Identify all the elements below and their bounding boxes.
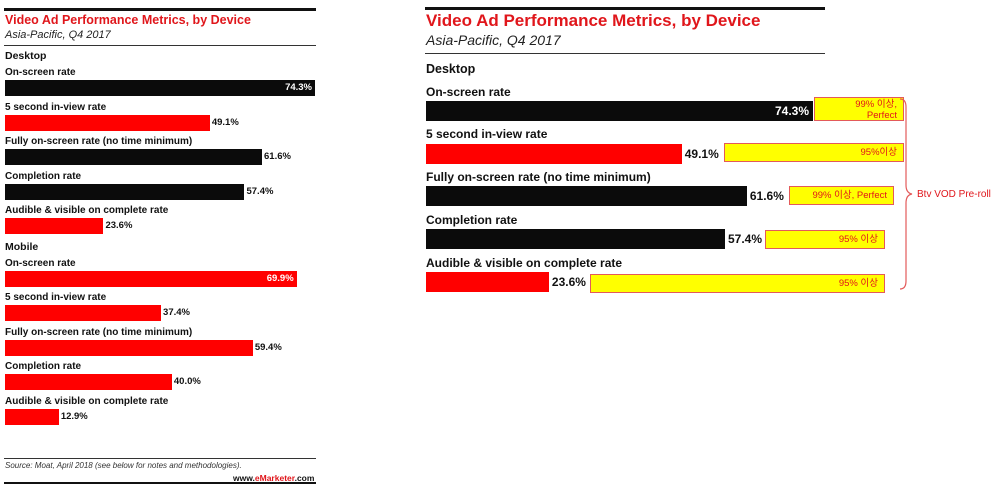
bar (5, 80, 315, 96)
target-text: Perfect (866, 110, 897, 121)
source-note: Source: Moat, April 2018 (see below for … (5, 461, 242, 470)
metric-label: 5 second in-view rate (5, 292, 107, 303)
brand-suffix: .com (294, 473, 315, 483)
metric-label: 5 second in-view rate (426, 127, 548, 141)
bar (426, 272, 549, 292)
bar (426, 101, 813, 121)
metric-label: On-screen rate (5, 257, 76, 269)
section-heading-desktop: Desktop (426, 62, 476, 76)
data-label: 69.9% (266, 272, 294, 284)
data-label: 23.6% (551, 275, 586, 289)
bar (5, 183, 245, 200)
data-label: 57.4% (727, 232, 762, 246)
data-label: 59.4% (254, 341, 282, 353)
target-text: 95% 이상 (838, 234, 878, 245)
brand-footer: www.eMarketer.com (233, 473, 314, 483)
bracket-connector (899, 98, 913, 290)
brand-name: eMarketer (254, 473, 295, 483)
metric-label: On-screen rate (426, 85, 511, 99)
bar (426, 186, 747, 206)
bracket-path (899, 98, 913, 290)
bar (5, 305, 162, 321)
bar (5, 149, 262, 165)
metric-label: Audible & visible on complete rate (426, 256, 623, 270)
bar (5, 218, 104, 234)
left-chart-panel: Video Ad Performance Metrics, by Device A… (0, 0, 330, 485)
top-rule (425, 7, 825, 10)
data-label: 61.6% (264, 151, 291, 162)
metric-label: Audible & visible on complete rate (5, 395, 169, 407)
brand-prefix: www. (233, 473, 255, 483)
top-rule (4, 8, 316, 11)
section-heading-desktop: Desktop (5, 50, 47, 62)
annotation-label: Btv VOD Pre-roll (917, 189, 991, 200)
chart-subtitle: Asia-Pacific, Q4 2017 (5, 29, 111, 41)
target-box: 99% 이상, Perfect (789, 186, 894, 205)
data-label: 74.3% (285, 82, 312, 93)
target-box: 95%이상 (724, 143, 904, 162)
metric-label: Completion rate (5, 361, 82, 372)
metric-label: Fully on-screen rate (no time minimum) (5, 326, 193, 338)
target-text: 99% 이상, Perfect (812, 190, 887, 201)
target-text: 99% 이상, (855, 99, 897, 110)
footer-rule (4, 458, 316, 459)
bottom-rule (4, 482, 316, 484)
data-label: 49.1% (211, 116, 239, 128)
bar (426, 229, 725, 249)
bar (5, 114, 210, 131)
metric-label: Fully on-screen rate (no time minimum) (5, 136, 193, 147)
target-box: 95% 이상 (590, 274, 885, 293)
section-heading-mobile: Mobile (5, 240, 39, 253)
chart-title: Video Ad Performance Metrics, by Device (426, 11, 761, 30)
subtitle-rule (4, 45, 316, 46)
data-label: 74.3% (774, 104, 809, 118)
bar (5, 408, 59, 425)
data-label: 23.6% (105, 220, 133, 231)
data-label: 61.6% (749, 189, 784, 203)
bar (5, 374, 172, 390)
chart-subtitle: Asia-Pacific, Q4 2017 (426, 32, 561, 48)
metric-label: Completion rate (5, 170, 82, 182)
bar (426, 144, 682, 164)
metric-label: Audible & visible on complete rate (5, 205, 169, 216)
right-chart-panel: Video Ad Performance Metrics, by Device A… (415, 0, 992, 300)
metric-label: 5 second in-view rate (5, 101, 107, 113)
data-label: 57.4% (246, 185, 274, 197)
data-label: 12.9% (60, 410, 88, 422)
chart-title: Video Ad Performance Metrics, by Device (5, 13, 251, 27)
metric-label: Fully on-screen rate (no time minimum) (426, 170, 651, 184)
target-text: 95%이상 (860, 147, 898, 158)
bar (5, 339, 253, 356)
data-label: 49.1% (684, 147, 719, 161)
metric-label: Completion rate (426, 213, 518, 227)
subtitle-rule (425, 53, 825, 54)
target-box: 99% 이상, Perfect (814, 97, 904, 121)
data-label: 40.0% (173, 376, 201, 387)
target-box: 95% 이상 (765, 230, 885, 249)
metric-label: On-screen rate (5, 67, 76, 78)
target-text: 95% 이상 (838, 278, 878, 289)
bar (5, 270, 297, 287)
data-label: 37.4% (163, 307, 190, 318)
